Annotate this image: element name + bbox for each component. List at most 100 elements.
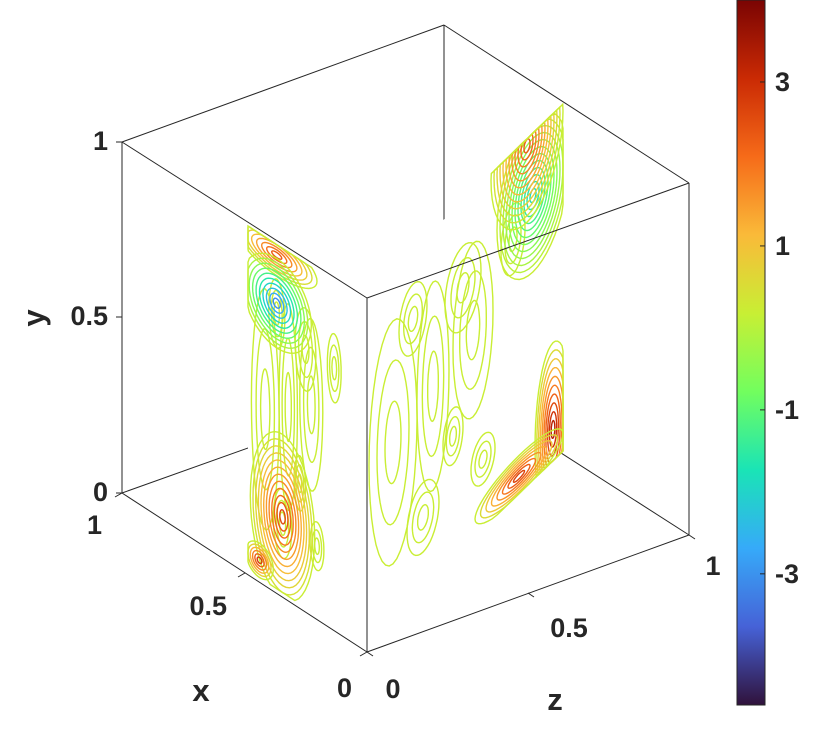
y-tick-label-0: 0 xyxy=(93,477,108,507)
contour-line xyxy=(273,301,281,326)
contour-line xyxy=(402,293,424,345)
contour-line xyxy=(254,553,265,568)
contour-line xyxy=(479,434,559,519)
contour-line xyxy=(272,297,281,309)
contour-line xyxy=(269,292,285,314)
contour-line xyxy=(517,159,549,232)
z-axis-label: z xyxy=(547,682,563,717)
contour-line xyxy=(299,317,324,492)
contour-line xyxy=(297,473,303,494)
slice-x-plane xyxy=(363,102,564,645)
contour-line xyxy=(309,520,325,572)
contour-line xyxy=(474,428,564,525)
contour-line xyxy=(331,355,338,381)
contour-line xyxy=(257,452,308,582)
contour-line xyxy=(376,359,410,526)
contour-line xyxy=(442,406,464,467)
contour-line xyxy=(452,240,494,420)
contour-line xyxy=(258,277,295,329)
x-axis-label: x xyxy=(192,673,210,708)
contour-line xyxy=(262,282,292,324)
contour-line xyxy=(501,457,537,495)
contour-line xyxy=(548,411,558,448)
contour-line xyxy=(384,400,402,485)
contour-line xyxy=(421,315,445,458)
contour-line xyxy=(485,440,553,513)
contour-line xyxy=(262,466,303,568)
contour-line xyxy=(251,267,302,339)
contour-line xyxy=(546,402,560,457)
contour-line xyxy=(326,332,342,404)
colorbar-fill xyxy=(736,0,766,706)
slice-z-plane xyxy=(247,224,363,645)
contour-line xyxy=(450,256,476,319)
contour-line xyxy=(456,271,470,304)
colorbar-tick-label: 3 xyxy=(775,67,790,97)
contour-line xyxy=(490,102,564,231)
contour-line xyxy=(268,480,297,554)
contour-line xyxy=(260,241,293,269)
contour-line xyxy=(281,337,296,477)
contour-line xyxy=(278,511,287,537)
z-tick-label-0: 0 xyxy=(385,674,400,704)
colorbar-ticks: 3 1 -1 -3 xyxy=(760,67,799,589)
contour-line xyxy=(276,501,289,532)
contour-line xyxy=(445,415,461,457)
contour-line xyxy=(478,449,488,469)
contour-line xyxy=(255,237,298,273)
contour-line xyxy=(449,425,457,447)
slice-z-contours xyxy=(247,224,342,602)
contour-line xyxy=(297,320,314,379)
colorbar-tick-label: -3 xyxy=(775,559,799,589)
contour-line xyxy=(265,287,288,319)
contour-line xyxy=(444,241,482,334)
contour-line xyxy=(416,280,450,493)
contour-line xyxy=(255,272,299,334)
z-tick-label-1: 1 xyxy=(705,551,720,581)
contour-line xyxy=(512,469,526,483)
contour-line xyxy=(470,431,496,487)
contour-line xyxy=(284,371,292,443)
contour-line xyxy=(407,305,419,332)
contour-line xyxy=(270,250,283,260)
contour-line xyxy=(272,488,293,560)
contour-line xyxy=(328,344,340,393)
colorbar: 3 1 -1 -3 xyxy=(736,0,799,706)
contour-line xyxy=(260,459,305,575)
y-axis-label: y xyxy=(16,309,51,327)
contour-line xyxy=(247,252,313,354)
contour-line xyxy=(265,473,300,561)
x-tick-label-0.5: 0.5 xyxy=(189,591,227,621)
contour-line xyxy=(271,487,294,546)
contour-line xyxy=(505,131,561,260)
contour-line xyxy=(248,262,306,344)
contour-line xyxy=(279,508,286,525)
colorbar-tick-label: -1 xyxy=(775,395,799,425)
contour-line xyxy=(458,270,488,390)
contour-line xyxy=(254,445,311,589)
contour-line xyxy=(507,463,531,489)
y-tick-label-0.5: 0.5 xyxy=(70,301,108,331)
contour-line xyxy=(417,503,429,531)
contour-line xyxy=(427,350,439,423)
slice-x-background xyxy=(363,104,563,645)
contour-line xyxy=(302,346,320,464)
contour-line xyxy=(368,318,418,567)
contour-line xyxy=(496,451,542,501)
contour-line xyxy=(534,340,564,479)
contour-line xyxy=(508,138,558,253)
colorbar-tick-label: 1 xyxy=(775,231,790,261)
y-tick-label-1: 1 xyxy=(93,126,108,156)
contour-line xyxy=(259,368,271,451)
contour-line xyxy=(249,430,316,602)
contour-line xyxy=(252,437,313,596)
axis-ticks xyxy=(114,141,696,657)
contour-line xyxy=(301,334,310,365)
contour-line xyxy=(273,494,292,539)
slice-x-contours xyxy=(368,102,564,567)
contour-line xyxy=(251,549,268,571)
x-tick-label-0: 0 xyxy=(337,673,352,703)
contour-line xyxy=(278,302,299,512)
contour-line xyxy=(398,280,428,357)
